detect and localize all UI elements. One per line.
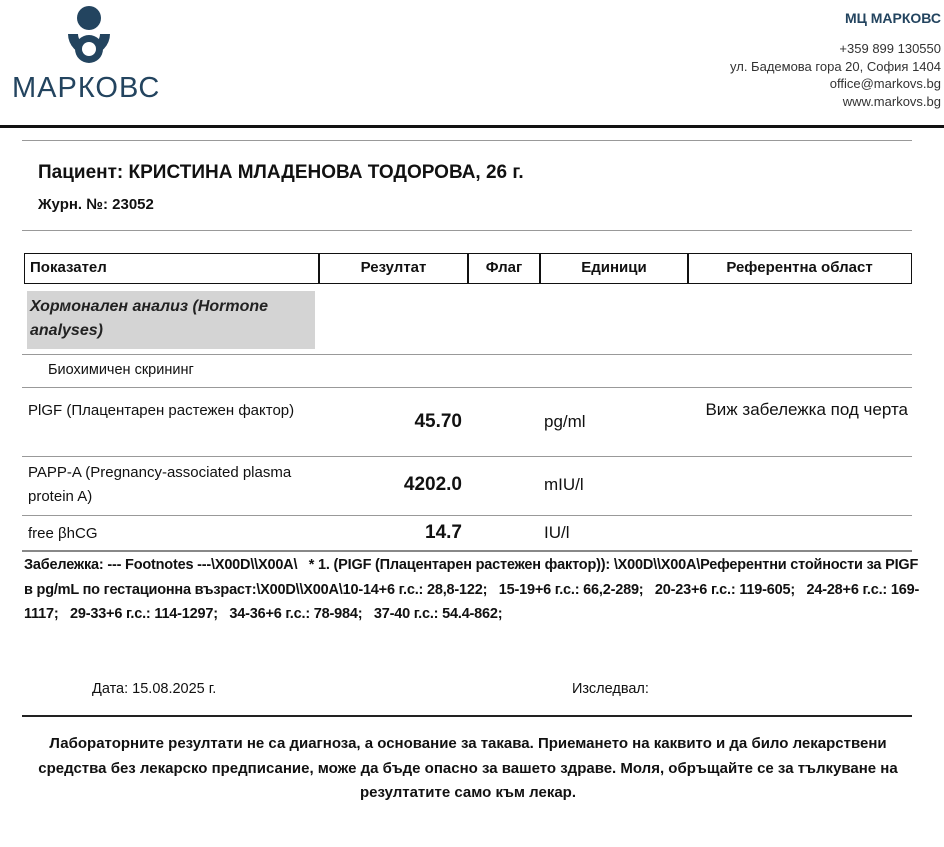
clinic-name: МЦ МАРКОВС xyxy=(844,10,941,26)
row-divider xyxy=(22,387,912,388)
divider xyxy=(22,715,912,717)
reference-range: Виж забележка под черта xyxy=(705,400,908,419)
row-divider xyxy=(22,550,912,552)
divider xyxy=(22,230,912,231)
result-value: 45.70 xyxy=(414,411,462,432)
col-indicator: Показател xyxy=(24,253,320,284)
disclaimer: Лабораторните резултати не са диагноза, … xyxy=(38,735,898,801)
result-value: 4202.0 xyxy=(403,474,462,495)
row-divider xyxy=(22,515,912,516)
footnote: Забележка: --- Footnotes ---\X00D\\X00A\… xyxy=(24,557,926,622)
clinic-website[interactable]: www.markovs.bg xyxy=(842,94,941,109)
indicator-name: PAPP-A (Pregnancy-associated plasma prot… xyxy=(28,464,292,505)
report-date: Дата: 15.08.2025 г. xyxy=(92,681,217,697)
clinic-email[interactable]: office@markovs.bg xyxy=(829,76,941,91)
row-divider xyxy=(22,354,912,355)
col-flag: Флаг xyxy=(467,253,541,284)
row-divider xyxy=(22,456,912,457)
header-divider xyxy=(0,125,944,128)
indicator-name: PlGF (Плацентарен растежен фактор) xyxy=(28,402,295,419)
group-hormone-analyses: Хормонален анализ (Hormone analyses) xyxy=(27,291,315,349)
clinic-address: ул. Бадемова гора 20, София 1404 xyxy=(730,59,941,74)
unit: pg/ml xyxy=(544,412,586,431)
divider xyxy=(22,140,912,141)
result-value: 14.7 xyxy=(425,522,462,543)
subgroup-label: Биохимичен скрининг xyxy=(48,362,194,378)
col-result: Резултат xyxy=(318,253,469,284)
patient-title: Пациент: КРИСТИНА МЛАДЕНОВА ТОДОРОВА, 26… xyxy=(38,162,524,183)
col-reference: Референтна област xyxy=(687,253,912,284)
unit: IU/l xyxy=(544,523,570,542)
unit: mIU/l xyxy=(544,475,584,494)
examined-by: Изследвал: xyxy=(572,681,649,697)
clinic-phone: +359 899 130550 xyxy=(839,41,941,56)
journal-number: Журн. №: 23052 xyxy=(38,196,154,213)
indicator-name: free βhCG xyxy=(28,525,98,542)
col-units: Единици xyxy=(539,253,689,284)
clinic-logo-icon xyxy=(68,6,110,63)
logo-text: МАРКОВС xyxy=(12,72,161,104)
